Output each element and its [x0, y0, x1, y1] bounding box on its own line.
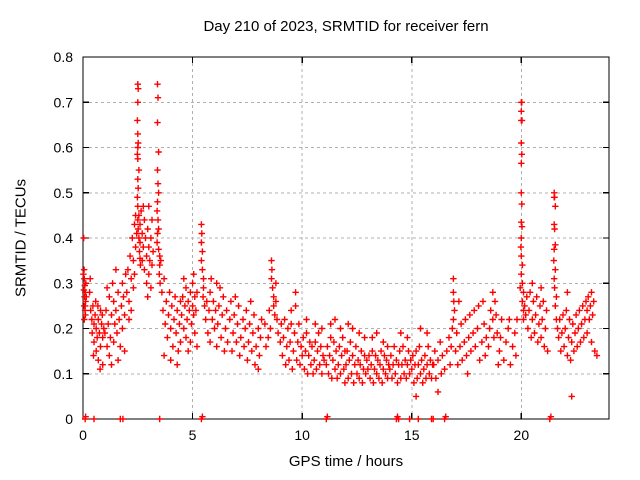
y-tick-label: 0.8: [54, 49, 74, 65]
y-tick-label: 0.7: [54, 94, 74, 110]
y-tick-label: 0.3: [54, 275, 74, 291]
x-axis-label: GPS time / hours: [288, 453, 404, 470]
y-tick-label: 0.6: [54, 140, 74, 156]
y-tick-label: 0.2: [54, 321, 74, 337]
y-tick-label: 0.1: [54, 366, 74, 382]
x-tick-label: 5: [189, 427, 197, 443]
x-tick-label: 0: [79, 427, 87, 443]
y-tick-label: 0.5: [54, 185, 74, 201]
scatter-points: [80, 81, 601, 423]
y-tick-label: 0.4: [54, 230, 74, 246]
x-tick-label: 20: [514, 427, 530, 443]
x-tick-label: 15: [404, 427, 420, 443]
y-tick-label: 0: [65, 411, 73, 427]
x-tick-label: 10: [294, 427, 310, 443]
chart-title: Day 210 of 2023, SRMTID for receiver fer…: [203, 18, 489, 35]
